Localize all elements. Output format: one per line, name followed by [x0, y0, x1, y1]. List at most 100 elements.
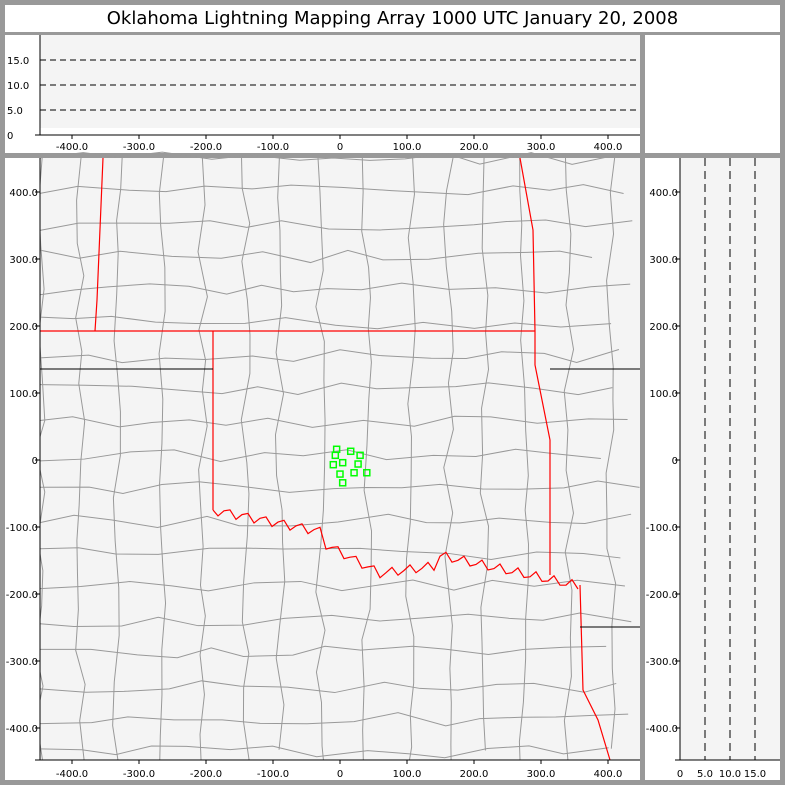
- map-y-tick-label: -300.0: [6, 657, 38, 668]
- map-x-tick-label: -300.0: [123, 769, 155, 780]
- right-x-tick-label: 15.0: [744, 769, 766, 780]
- lightning-source-marker: [338, 479, 347, 487]
- top-x-tick-label: 200.0: [460, 142, 489, 153]
- map-y-tick-label: -100.0: [6, 523, 38, 534]
- county-line: [75, 157, 86, 763]
- lightning-source-marker: [354, 460, 362, 468]
- map-x-tick-label: 200.0: [460, 769, 489, 780]
- map-x-tick-label: 100.0: [393, 769, 422, 780]
- county-line: [39, 480, 640, 494]
- map-yaxis-area: [5, 158, 40, 780]
- county-line: [39, 219, 633, 231]
- lightning-source-marker: [356, 451, 364, 460]
- right-x-tick-label: 0: [677, 769, 683, 780]
- county-line: [315, 157, 326, 780]
- county-line: [39, 315, 612, 330]
- county-borders: [35, 151, 640, 780]
- map-x-tick-label: -400.0: [56, 769, 88, 780]
- county-line: [39, 249, 593, 264]
- county-line: [274, 157, 286, 750]
- county-line: [479, 157, 490, 751]
- county-line: [39, 612, 632, 628]
- top-x-tick-label: 0: [337, 142, 343, 153]
- map-y-tick-label: 400.0: [9, 188, 38, 199]
- top-y-tick-label: 5.0: [7, 106, 23, 117]
- right-y-tick-label: 0: [672, 456, 678, 467]
- right-y-tick-label: -200.0: [646, 590, 678, 601]
- state-borders: [40, 157, 640, 761]
- state-border-line: [579, 584, 611, 761]
- lightning-source-marker: [336, 470, 344, 478]
- county-line: [39, 712, 629, 727]
- top-x-tick-label: -400.0: [56, 142, 88, 153]
- map-y-tick-label: -400.0: [6, 724, 38, 735]
- map-y-tick-label: 100.0: [9, 389, 38, 400]
- county-line: [443, 157, 454, 777]
- county-line: [361, 157, 373, 761]
- top-y-tick-label: 0: [7, 131, 13, 142]
- lightning-source-marker: [350, 468, 358, 477]
- right-yaxis-area: [645, 158, 680, 780]
- right-xaxis-area: [645, 760, 780, 780]
- lightning-source-marker: [346, 447, 355, 456]
- county-line: [405, 157, 416, 780]
- map-y-tick-label: -200.0: [6, 590, 38, 601]
- county-line: [563, 157, 575, 765]
- county-line: [39, 349, 620, 364]
- county-line: [39, 415, 628, 428]
- county-line: [518, 157, 529, 774]
- right-y-tick-label: -100.0: [646, 523, 678, 534]
- right-y-tick-label: 400.0: [649, 188, 678, 199]
- map-y-tick-label: 300.0: [9, 255, 38, 266]
- map-x-tick-label: 0: [337, 769, 343, 780]
- state-border-line: [94, 157, 104, 332]
- lightning-source-marker: [338, 458, 347, 467]
- map-xaxis-area: [5, 760, 640, 780]
- top-y-tick-label: 10.0: [7, 81, 29, 92]
- county-line: [39, 680, 617, 694]
- county-line: [197, 157, 208, 769]
- county-line: [39, 513, 632, 528]
- red-river-border: [212, 509, 579, 590]
- county-line: [112, 157, 123, 762]
- county-line: [605, 157, 617, 749]
- county-line: [39, 745, 609, 759]
- map-x-tick-label: 400.0: [594, 769, 623, 780]
- top-x-tick-label: -100.0: [257, 142, 289, 153]
- map-x-tick-label: 300.0: [527, 769, 556, 780]
- top-x-tick-label: -200.0: [190, 142, 222, 153]
- lightning-source-marker: [331, 451, 340, 460]
- map-y-tick-label: 0: [32, 456, 38, 467]
- county-line: [39, 184, 624, 196]
- county-line: [39, 645, 607, 659]
- county-line: [39, 382, 613, 396]
- right-y-tick-label: 100.0: [649, 389, 678, 400]
- top-x-tick-label: 100.0: [393, 142, 422, 153]
- county-line: [39, 547, 621, 560]
- county-line: [240, 157, 251, 761]
- lightning-source-marker: [329, 460, 338, 469]
- map-x-tick-label: -100.0: [257, 769, 289, 780]
- plot-title: Oklahoma Lightning Mapping Array 1000 UT…: [5, 5, 780, 32]
- top-xaxis-area: [5, 128, 640, 153]
- county-line: [39, 579, 625, 592]
- right-y-tick-label: 200.0: [649, 322, 678, 333]
- county-line: [39, 151, 608, 165]
- county-line: [39, 282, 631, 296]
- right-y-tick-label: 300.0: [649, 255, 678, 266]
- right-x-tick-label: 5.0: [697, 769, 713, 780]
- top-y-tick-label: 15.0: [7, 56, 29, 67]
- lightning-sources: [329, 445, 371, 487]
- top-right-blank: [645, 35, 780, 153]
- top-x-tick-label: -300.0: [123, 142, 155, 153]
- right-y-tick-label: -300.0: [646, 657, 678, 668]
- top-x-tick-label: 300.0: [527, 142, 556, 153]
- top-x-tick-label: 400.0: [594, 142, 623, 153]
- county-line: [158, 157, 167, 774]
- lightning-source-marker: [363, 468, 371, 477]
- right-y-tick-label: -400.0: [646, 724, 678, 735]
- state-border-line: [519, 157, 551, 575]
- map-y-tick-label: 200.0: [9, 322, 38, 333]
